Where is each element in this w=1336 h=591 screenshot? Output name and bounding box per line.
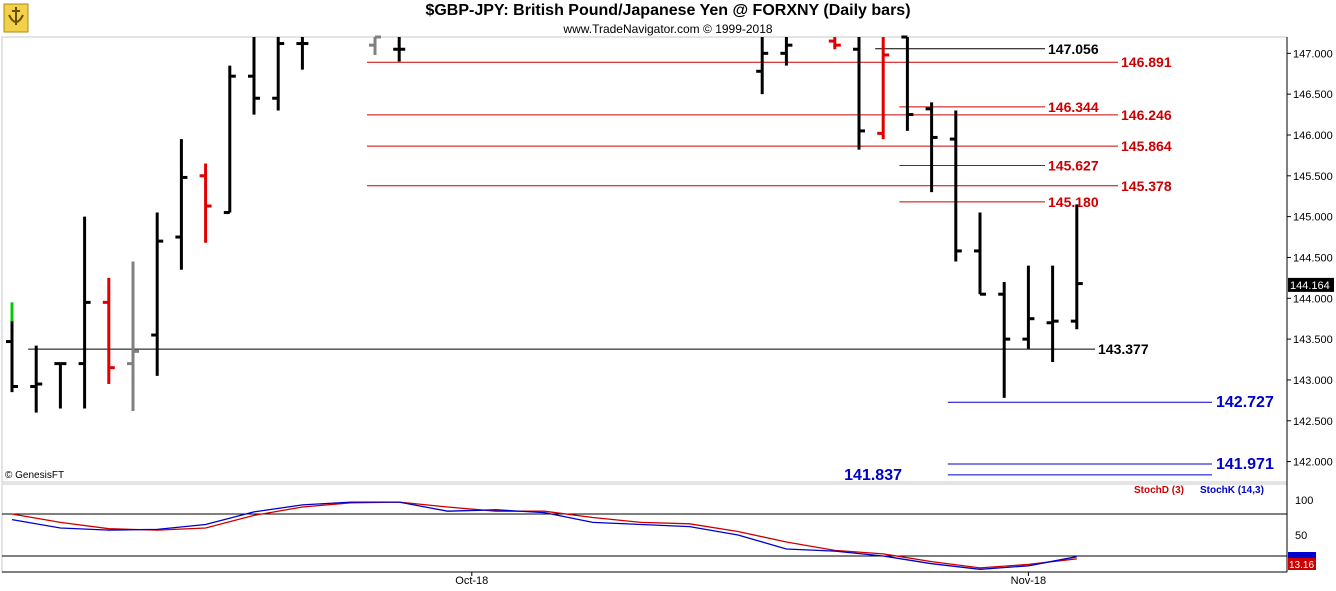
time-tick-label: Nov-18 xyxy=(1011,575,1046,587)
price-tick-label: 144.000 xyxy=(1293,293,1333,305)
stochastic-legend-k: StochK (14,3) xyxy=(1200,485,1264,496)
level-label: 146.246 xyxy=(1121,107,1172,123)
level-label: 145.378 xyxy=(1121,178,1172,194)
price-tick-label: 143.000 xyxy=(1293,375,1333,387)
level-label: 145.180 xyxy=(1048,194,1099,210)
price-tick-label: 142.000 xyxy=(1293,457,1333,469)
stochastic-series-line xyxy=(11,501,1077,570)
level-label: 142.727 xyxy=(1216,394,1274,411)
stochastic-series-line xyxy=(11,501,1077,569)
price-tick-label: 142.500 xyxy=(1293,416,1333,428)
price-tick-label: 143.500 xyxy=(1293,334,1333,346)
price-tick-label: 144.500 xyxy=(1293,252,1333,264)
stochastic-last-label: 13.16 xyxy=(1289,560,1314,571)
level-label: 145.627 xyxy=(1048,157,1099,173)
last-price-flag xyxy=(1288,277,1334,292)
price-tick-label: 146.500 xyxy=(1293,89,1333,101)
level-label: 146.891 xyxy=(1121,54,1172,70)
stochastic-k-flag xyxy=(1288,552,1316,560)
price-tick-label: 147.000 xyxy=(1293,48,1333,60)
last-price-label: 144.164 xyxy=(1290,280,1330,292)
stochastic-legend-d: StochD (3) xyxy=(1134,485,1184,496)
price-tick-label: 145.000 xyxy=(1293,212,1333,224)
level-label: 141.971 xyxy=(1216,456,1274,473)
stochastic-last-flag xyxy=(1288,558,1316,570)
level-label: 147.056 xyxy=(1048,41,1099,57)
price-tick-label: 145.500 xyxy=(1293,171,1333,183)
level-label: 143.377 xyxy=(1098,341,1149,357)
watermark-text: © GenesisFT xyxy=(5,470,64,481)
level-label: 141.837 xyxy=(844,467,902,484)
chart-title: $GBP-JPY: British Pound/Japanese Yen @ F… xyxy=(425,2,911,19)
chart-subtitle: www.TradeNavigator.com © 1999-2018 xyxy=(563,22,773,36)
price-tick-label: 146.000 xyxy=(1293,130,1333,142)
stochastic-tick-label: 100 xyxy=(1295,495,1313,507)
level-label: 146.344 xyxy=(1048,99,1099,115)
genesis-logo-icon xyxy=(3,3,29,33)
time-tick-label: Oct-18 xyxy=(455,575,488,587)
stochastic-tick-label: 50 xyxy=(1295,530,1307,542)
level-label: 145.864 xyxy=(1121,138,1172,154)
